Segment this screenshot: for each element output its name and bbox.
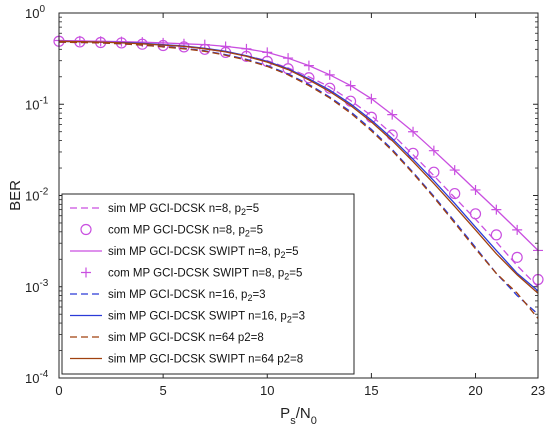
data-point	[241, 43, 252, 54]
legend-box	[61, 193, 355, 375]
legend-item: sim MP GCI-DCSK n=8, p2=5	[70, 203, 259, 217]
legend-label: sim MP GCI-DCSK SWIPT n=16, p2=3	[108, 311, 305, 325]
legend-item: com MP GCI-DCSK n=8, p2=5	[80, 223, 263, 239]
data-point	[408, 126, 419, 137]
legend-label: sim MP GCI-DCSK n=16, p2=3	[108, 289, 266, 303]
y-tick-label: 100	[25, 4, 45, 21]
data-point	[387, 109, 398, 120]
x-axis-label: Ps/N0	[280, 405, 317, 427]
data-point	[178, 38, 189, 49]
y-tick-label: 10-4	[25, 369, 49, 386]
series-7	[58, 41, 539, 319]
data-point	[220, 41, 231, 52]
legend: sim MP GCI-DCSK n=8, p2=5 com MP GCI-DCSK…	[61, 193, 355, 375]
data-point	[407, 147, 419, 159]
data-point	[511, 251, 523, 263]
data-point	[116, 36, 127, 47]
y-tick-label: 10-1	[25, 95, 49, 112]
legend-label: com MP GCI-DCSK n=8, p2=5	[108, 225, 263, 239]
x-tick-label: 0	[55, 383, 62, 398]
x-tick-label: 20	[468, 383, 482, 398]
legend-item: sim MP GCI-DCSK SWIPT n=64 p2=8	[70, 354, 303, 366]
data-point	[490, 229, 502, 241]
data-point	[283, 53, 294, 64]
data-point	[303, 60, 314, 71]
data-point	[470, 184, 481, 195]
x-axis-label-sep: /N	[296, 405, 311, 422]
x-tick-label: 5	[160, 383, 167, 398]
x-axis-label-base: P	[280, 405, 290, 422]
y-tick-label: 10-2	[25, 187, 49, 204]
data-point	[262, 47, 273, 58]
legend-label: sim MP GCI-DCSK n=64 p2=8	[108, 332, 264, 344]
data-point	[449, 187, 461, 200]
legend-item: sim MP GCI-DCSK SWIPT n=16, p2=3	[70, 311, 305, 325]
legend-label: sim MP GCI-DCSK n=8, p2=5	[108, 203, 259, 217]
data-point	[428, 145, 439, 156]
data-point	[324, 69, 335, 80]
legend-marker-swatch	[80, 223, 92, 236]
series-4	[54, 35, 543, 256]
legend-item: sim MP GCI-DCSK SWIPT n=8, p2=5	[70, 246, 299, 260]
series-8	[58, 40, 539, 294]
data-point	[366, 93, 377, 104]
series-line	[58, 41, 539, 319]
legend-item: com MP GCI-DCSK SWIPT n=8, p2=5	[81, 267, 302, 282]
x-tick-label: 23	[531, 383, 545, 398]
x-axis-label-sep-sub: 0	[311, 415, 317, 427]
x-axis-label-base-sub: s	[290, 415, 296, 427]
data-point	[491, 204, 502, 215]
data-point	[449, 165, 460, 176]
data-point	[74, 35, 85, 46]
data-point	[469, 208, 482, 220]
data-point	[512, 224, 523, 235]
legend-label: sim MP GCI-DCSK SWIPT n=64 p2=8	[108, 354, 303, 366]
legend-marker-swatch	[81, 267, 91, 278]
x-tick-label: 10	[260, 383, 274, 398]
data-point	[345, 80, 356, 91]
y-axis-label: BER	[7, 180, 24, 211]
data-point	[95, 36, 106, 47]
legend-item: sim MP GCI-DCSK n=64 p2=8	[70, 332, 264, 344]
series-layer	[53, 35, 544, 319]
series-line	[58, 40, 539, 294]
legend-item: sim MP GCI-DCSK n=16, p2=3	[70, 289, 266, 303]
data-point	[428, 166, 440, 178]
plot-frame	[58, 12, 539, 379]
y-tick-label: 10-3	[25, 278, 49, 295]
legend-label: sim MP GCI-DCSK SWIPT n=8, p2=5	[108, 246, 299, 260]
x-tick-label: 15	[364, 383, 378, 398]
legend-label: com MP GCI-DCSK SWIPT n=8, p2=5	[108, 268, 302, 282]
